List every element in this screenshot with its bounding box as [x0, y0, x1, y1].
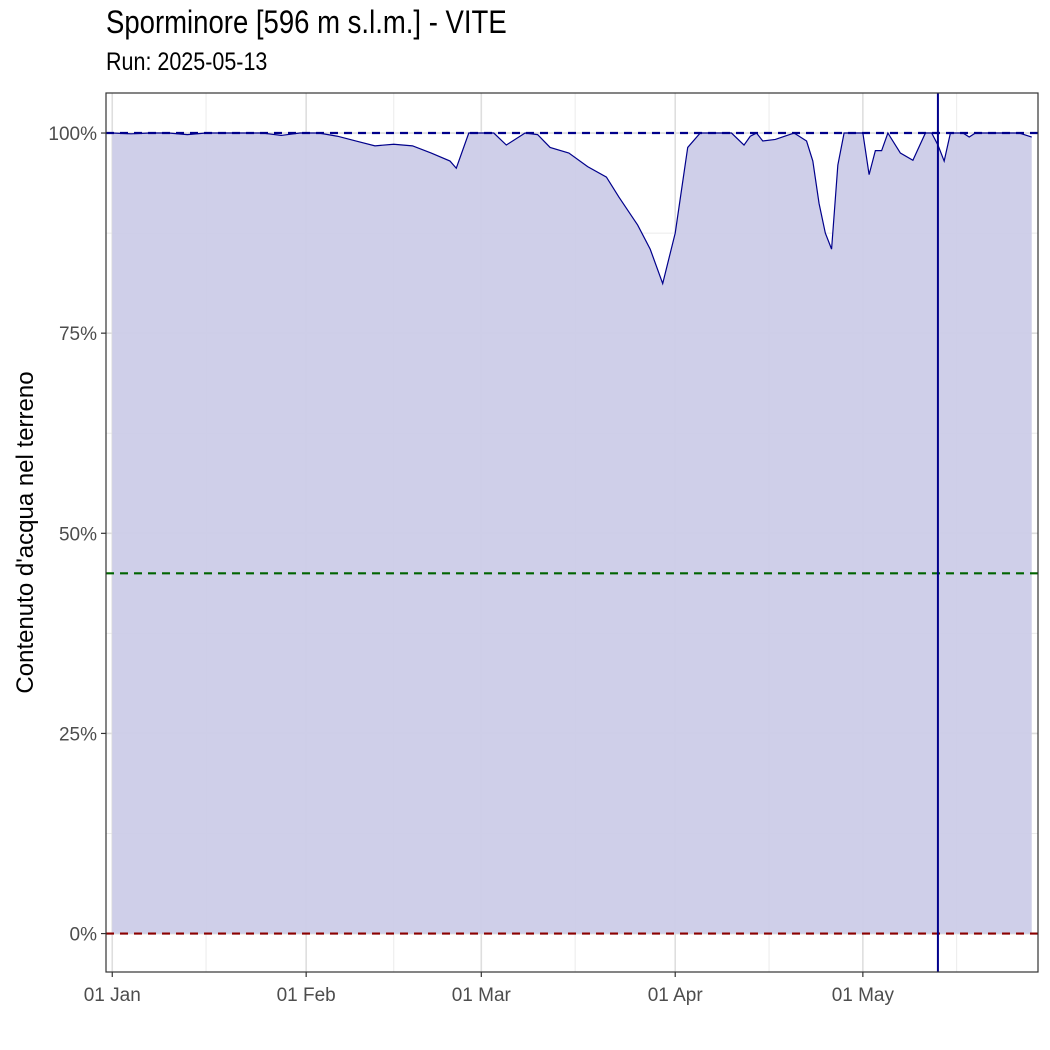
x-tick-label: 01 Jan: [84, 985, 141, 1006]
x-axis: 01 Jan 01 Feb 01 Mar 01 Apr 01 May: [84, 972, 895, 1006]
series-area: [112, 133, 1032, 934]
y-axis-label: Contenuto d'acqua nel terreno: [12, 371, 39, 693]
series-line: [112, 131, 1032, 286]
chart-subtitle: Run: 2025-05-13: [106, 48, 268, 76]
chart-title: Sporminore [596 m s.l.m.] - VITE: [106, 4, 507, 40]
x-tick-label: 01 Apr: [648, 985, 704, 1006]
x-tick-label: 01 May: [832, 985, 895, 1006]
y-tick-label: 75%: [59, 324, 97, 345]
y-tick-label: 0%: [70, 925, 98, 946]
plot-panel-border: [105, 92, 1039, 973]
x-tick-label: 01 Feb: [277, 985, 336, 1006]
y-axis: 0% 25% 50% 75% 100%: [48, 124, 106, 946]
x-tick-label: 01 Mar: [452, 985, 512, 1006]
y-tick-label: 25%: [59, 724, 97, 745]
y-tick-label: 50%: [59, 524, 97, 545]
y-tick-label: 100%: [48, 124, 97, 145]
